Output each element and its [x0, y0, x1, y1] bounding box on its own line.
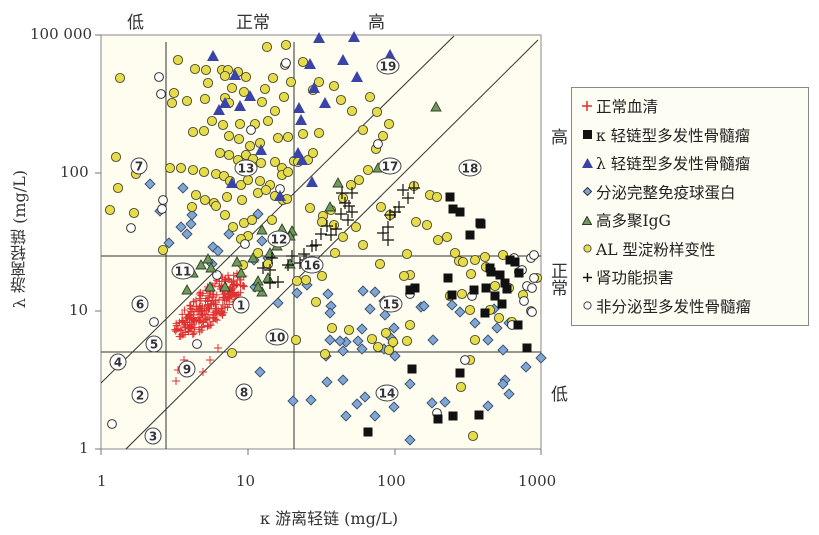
y-tick-label: 1 — [79, 439, 89, 457]
reference-lines — [100, 35, 541, 450]
axes — [95, 34, 542, 455]
kappa-high-label: 高 — [368, 13, 385, 33]
series-renal-impairment — [257, 182, 420, 289]
svg-text:12: 12 — [271, 233, 288, 247]
legend-label: 非分泌型多发性骨髓瘤 — [596, 297, 752, 316]
x-tick-label: 100 — [377, 472, 406, 490]
red-plus-icon — [580, 101, 594, 112]
svg-text:16: 16 — [304, 259, 321, 273]
svg-text:14: 14 — [379, 387, 396, 401]
kappa-normal-label: 正常 — [236, 13, 270, 33]
svg-text:17: 17 — [382, 160, 399, 174]
svg-text:13: 13 — [238, 162, 255, 176]
legend-label: AL 型淀粉样变性 — [596, 240, 716, 259]
legend-item-kappa-myeloma: κ 轻链型多发性骨髓瘤 — [580, 121, 804, 150]
legend: 正常血清 κ 轻链型多发性骨髓瘤 λ 轻链型多发性骨髓瘤 分泌完整免疫球蛋白 高… — [571, 87, 809, 326]
ratio-lower-line — [125, 39, 539, 450]
legend-label: κ 轻链型多发性骨髓瘤 — [596, 126, 751, 145]
lambda-high-label: 高 — [547, 128, 567, 145]
svg-text:3: 3 — [149, 430, 157, 444]
svg-text:4: 4 — [114, 356, 122, 370]
legend-item-al-amyloidosis: AL 型淀粉样变性 — [580, 235, 804, 264]
kappa-low-label: 低 — [127, 13, 144, 33]
x-tick-label: 1000 — [518, 472, 557, 490]
x-axis-label: κ 游离轻链 (mg/L) — [260, 509, 399, 528]
svg-text:5: 5 — [150, 338, 158, 352]
y-tick-label: 100 — [60, 163, 89, 181]
svg-text:15: 15 — [383, 298, 400, 312]
x-tick-label: 10 — [236, 472, 256, 490]
svg-text:8: 8 — [240, 386, 248, 400]
series-kappa-lc-myeloma — [363, 192, 532, 437]
svg-text:11: 11 — [175, 265, 192, 279]
x-tick-label: 1 — [97, 472, 107, 490]
legend-label: 分泌完整免疫球蛋白 — [596, 183, 736, 202]
black-plus-icon — [580, 272, 594, 282]
svg-text:9: 9 — [183, 363, 191, 377]
legend-item-lambda-myeloma: λ 轻链型多发性骨髓瘤 — [580, 149, 804, 178]
lambda-low-label: 低 — [547, 385, 567, 402]
ratio-upper-line — [100, 35, 455, 384]
y-tick-label: 100 000 — [30, 25, 93, 43]
legend-label: 正常血清 — [596, 98, 659, 117]
legend-label: 高多聚IgG — [596, 212, 671, 231]
legend-label: 肾功能损害 — [596, 269, 674, 288]
svg-text:7: 7 — [135, 160, 143, 174]
svg-text:10: 10 — [269, 331, 286, 345]
legend-item-normal-serum: 正常血清 — [580, 92, 804, 121]
legend-label: λ 轻链型多发性骨髓瘤 — [596, 155, 751, 174]
open-circle-icon — [580, 301, 594, 310]
svg-text:2: 2 — [136, 389, 144, 403]
black-square-icon — [580, 130, 594, 140]
diamond-icon — [580, 187, 594, 197]
y-axis-label: λ 游离轻链 (mg/L) — [10, 170, 29, 309]
series-lambda-lc-myeloma — [207, 31, 396, 201]
yellow-circle-icon — [580, 244, 594, 253]
lambda-normal-label: 正常 — [547, 262, 567, 296]
green-triangle-icon — [580, 215, 594, 225]
series-normal-serum — [171, 269, 248, 385]
legend-item-polyclonal-igg: 高多聚IgG — [580, 206, 804, 235]
svg-text:1: 1 — [237, 299, 245, 313]
svg-text:19: 19 — [380, 60, 397, 74]
svg-text:6: 6 — [136, 298, 144, 312]
y-tick-label: 10 — [69, 301, 89, 319]
legend-item-intact-ig: 分泌完整免疫球蛋白 — [580, 178, 804, 207]
svg-text:18: 18 — [462, 162, 479, 176]
legend-item-nonsecretory-myeloma: 非分泌型多发性骨髓瘤 — [580, 292, 804, 321]
series-nonsecretory-myeloma — [107, 58, 539, 429]
legend-item-renal-impairment: 肾功能损害 — [580, 263, 804, 292]
blue-triangle-icon — [580, 158, 594, 169]
